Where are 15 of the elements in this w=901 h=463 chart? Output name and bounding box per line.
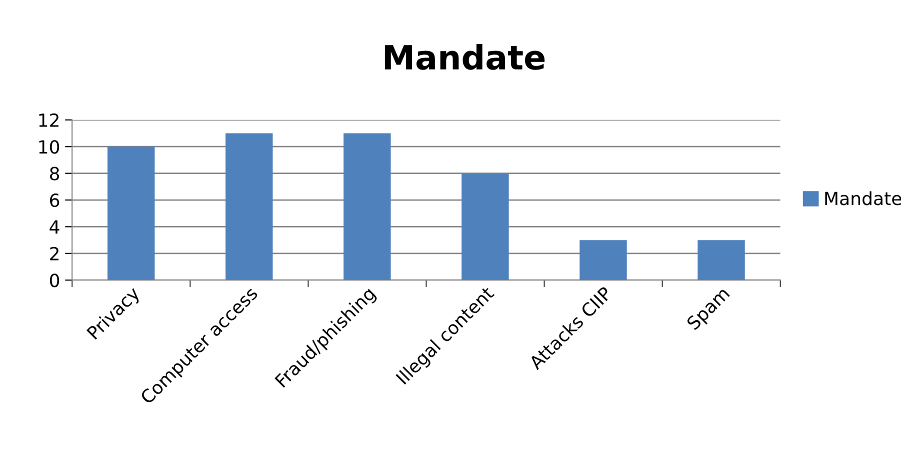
y-tick-label: 2 xyxy=(50,246,58,260)
bar xyxy=(698,240,745,280)
legend-label: Mandate xyxy=(825,191,901,206)
y-tick-label: 6 xyxy=(50,193,60,208)
y-tick-label: 4 xyxy=(50,220,60,234)
bar xyxy=(226,133,273,280)
y-tick-label: 12 xyxy=(39,113,58,127)
y-tick-label: 8 xyxy=(50,166,60,180)
y-tick-label: 10 xyxy=(39,140,60,154)
bar xyxy=(462,173,509,280)
bar xyxy=(580,240,627,280)
bar xyxy=(107,146,155,280)
y-tick-label: 0 xyxy=(50,274,60,288)
bar xyxy=(344,133,391,280)
chart-title: Mandate xyxy=(384,44,545,70)
